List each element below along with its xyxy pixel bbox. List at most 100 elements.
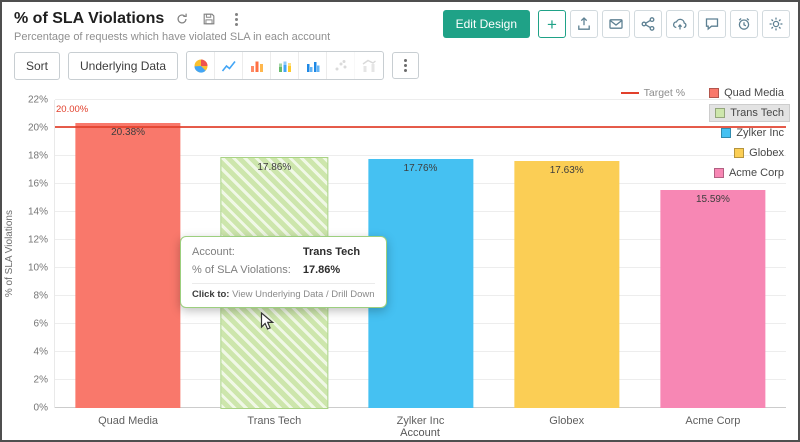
line-chart-icon[interactable] [215,52,244,79]
legend-label: Quad Media [724,87,784,99]
tooltip-metric-label: % of SLA Violations: [192,264,291,276]
legend-swatch [721,128,732,138]
y-axis-tick-label: 6% [33,318,48,330]
bar-slot: 15.59% Acme Corp [640,100,786,427]
bar-acme-corp[interactable]: 15.59% [660,189,766,408]
target-value-label: 20.00% [56,104,89,115]
y-axis-tick-label: 10% [27,262,48,274]
header-actions: Edit Design + [442,10,790,38]
scatter-chart-icon[interactable] [327,52,356,79]
gridline [55,99,786,100]
legend-target-item[interactable]: Target % [620,87,686,99]
y-axis-tick-label: 2% [33,374,48,386]
alert-icon[interactable] [730,10,758,38]
report-description: Percentage of requests which have violat… [14,31,331,43]
sort-button[interactable]: Sort [14,51,61,80]
legend-row: Trans Tech [709,104,790,122]
bar-chart-icon[interactable] [243,52,272,79]
gridline [55,155,786,156]
x-axis-category-label: Trans Tech [247,415,302,427]
legend-item-acme-corp[interactable]: Acme Corp [708,164,790,182]
legend-item-zylker-inc[interactable]: Zylker Inc [715,124,790,142]
tooltip-metric-value: 17.86% [302,264,341,276]
legend-label: Globex [749,147,784,159]
y-axis-title: % of SLA Violations [4,210,15,298]
underlying-data-button[interactable]: Underlying Data [68,51,179,80]
y-axis-tick-label: 12% [27,234,48,246]
x-axis-title: Account [400,427,440,439]
legend-swatch [715,108,726,118]
tooltip-account-label: Account: [192,246,235,258]
y-axis-tick-label: 4% [33,346,48,358]
y-axis-tick-label: 16% [27,178,48,190]
target-line-swatch [620,92,639,94]
bar-globex[interactable]: 17.63% [514,161,620,408]
publish-icon[interactable] [666,10,694,38]
email-icon[interactable] [602,10,630,38]
y-axis-tick-label: 20% [27,122,48,134]
tooltip-click-label: Click to: [192,289,230,300]
bar-value-label: 17.63% [549,165,584,177]
add-button[interactable]: + [538,10,566,38]
page-title: % of SLA Violations [14,10,165,27]
bar-value-label: 15.59% [695,193,730,205]
legend-label: Acme Corp [728,167,784,179]
x-axis-category-label: Globex [549,415,585,427]
y-axis-tick-label: 22% [27,94,48,106]
chart-type-selector [186,51,385,80]
tooltip-click-value: View Underlying Data / Drill Down [232,289,375,300]
mouse-cursor-icon [260,311,275,336]
y-axis-tick-label: 18% [27,150,48,162]
grouped-bar-chart-icon[interactable] [299,52,328,79]
legend-row: Acme Corp [708,164,790,182]
x-axis-category-label: Zylker Inc [396,415,445,427]
legend-label: Zylker Inc [736,127,784,139]
chart-legend: Target % Quad Media Trans Tech Zylker Inc Gl… [620,84,790,182]
share-icon[interactable] [634,10,662,38]
y-axis-tick-label: 14% [27,206,48,218]
bar-slot: 20.38% Quad Media [55,100,201,427]
tooltip-click-hint: Click to: View Underlying Data / Drill D… [192,289,375,300]
bar-value-label: 17.86% [257,161,292,173]
legend-target-label: Target % [643,87,686,99]
bar-slot: 17.63% Globex [494,100,640,427]
export-icon[interactable] [570,10,598,38]
legend-swatch [734,148,745,158]
settings-icon[interactable] [762,10,790,38]
edit-design-button[interactable]: Edit Design [442,10,530,38]
legend-row: Zylker Inc [715,124,790,142]
bar-value-label: 17.76% [403,163,438,175]
legend-item-quad-media[interactable]: Quad Media [703,84,790,102]
legend-swatch [709,88,720,98]
save-icon[interactable] [200,10,218,28]
x-axis-category-label: Acme Corp [685,415,741,427]
toolbar-more-options-icon[interactable] [392,52,420,79]
header-left: % of SLA Violations Percentage of reques… [14,10,330,43]
chart-region: % of SLA Violations 20.38% Quad Media 17.8… [2,84,798,440]
legend-item-trans-tech[interactable]: Trans Tech [709,104,790,122]
combo-chart-icon[interactable] [355,52,383,79]
refresh-icon[interactable] [173,10,191,28]
kebab-menu-icon[interactable] [227,10,245,28]
y-axis-tick-label: 0% [33,402,48,414]
pie-chart-icon[interactable] [187,52,216,79]
tooltip-divider [192,283,375,284]
chart-toolbar: Sort Underlying Data [2,43,798,84]
tooltip-account-value: Trans Tech [302,246,361,258]
stacked-bar-chart-icon[interactable] [271,52,300,79]
plot-area: 20.38% Quad Media 17.86% Trans Tech 17.76% Zy… [28,95,786,427]
legend-swatch [713,168,724,178]
bar-quad-media[interactable]: 20.38% [75,122,181,408]
legend-item-globex[interactable]: Globex [728,144,790,162]
chart-tooltip: Account: Trans Tech % of SLA Violations:… [180,236,387,308]
legend-row: Target % Quad Media [620,84,790,102]
y-axis-tick-label: 8% [33,290,48,302]
x-axis-category-label: Quad Media [98,415,159,427]
legend-row: Globex [728,144,790,162]
legend-label: Trans Tech [730,107,784,119]
target-line [55,126,786,128]
bar-value-label: 20.38% [111,126,146,138]
report-header: % of SLA Violations Percentage of reques… [2,2,798,43]
comment-icon[interactable] [698,10,726,38]
